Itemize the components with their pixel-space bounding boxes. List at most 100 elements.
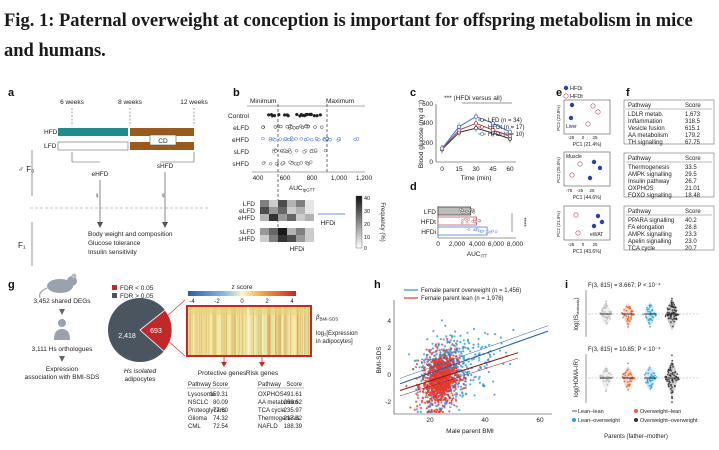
violin-point bbox=[673, 374, 675, 377]
scatter-point-lean bbox=[457, 382, 460, 385]
pie-caption-1: Hs isolated bbox=[124, 368, 157, 375]
b-xtick-800: 800 bbox=[307, 175, 318, 182]
auc-dot bbox=[274, 149, 278, 153]
violin-point bbox=[605, 316, 608, 318]
auc-dot bbox=[283, 148, 287, 152]
scatter-point-lean bbox=[443, 373, 446, 376]
scatter-point-overweight bbox=[483, 365, 486, 368]
violin-point bbox=[606, 383, 609, 386]
violin-point bbox=[671, 373, 674, 376]
violin-point bbox=[671, 397, 673, 399]
violin-point bbox=[651, 319, 653, 322]
panel-letter-i: i bbox=[565, 279, 568, 291]
f-pathway-score: 615.1 bbox=[685, 126, 701, 132]
lfd-bar bbox=[57, 141, 129, 151]
scatter-point-lean bbox=[443, 398, 446, 401]
violin-point bbox=[667, 308, 669, 311]
glucose-point bbox=[473, 114, 479, 119]
heat-cell bbox=[260, 228, 269, 235]
violin-point bbox=[671, 401, 673, 403]
c-xtick-0: 0 bbox=[440, 166, 444, 173]
scatter-point-overweight bbox=[479, 367, 482, 370]
violin-point bbox=[626, 320, 628, 322]
scatter-point-lean bbox=[457, 359, 460, 363]
scatter-point-overweight bbox=[493, 393, 496, 396]
heat-stripe bbox=[296, 307, 298, 355]
c-legend-lfd: LFD (n = 34) bbox=[488, 118, 522, 124]
heat-cell bbox=[305, 200, 314, 207]
fdr-gt-label: FDR > 0.05 bbox=[120, 293, 154, 300]
violin-point bbox=[623, 314, 626, 316]
violin-point bbox=[677, 378, 680, 381]
heat-cell bbox=[278, 200, 287, 207]
violin-point bbox=[666, 373, 669, 376]
auc-dot bbox=[283, 137, 288, 141]
scatter-point-overweight bbox=[455, 343, 458, 346]
violin-point bbox=[603, 306, 606, 309]
scatter-point-overweight bbox=[508, 362, 512, 366]
panel-letter-a: a bbox=[8, 87, 15, 99]
violin-point bbox=[649, 306, 651, 308]
h-legend-lean: Female parent lean (n = 1,976) bbox=[421, 296, 504, 302]
scatter-point-lean bbox=[435, 408, 438, 411]
scatter-point-lean bbox=[442, 349, 445, 352]
i-legend-overweight-overweight: Overweight–overweight bbox=[640, 418, 698, 424]
pca-liver-ylabel: PC2 (23.8%) bbox=[556, 105, 561, 131]
heat-row-lfd: LFD bbox=[243, 201, 256, 208]
scatter-point-lean bbox=[444, 386, 447, 389]
b-xtick-1000: 1,000 bbox=[331, 175, 348, 182]
scatter-point-lean bbox=[441, 404, 444, 407]
panel-letter-f: f bbox=[626, 87, 630, 99]
itt-dot bbox=[494, 230, 498, 233]
violin-point bbox=[664, 378, 667, 381]
auc-dot bbox=[294, 137, 298, 141]
g-pathway-name: OXPHOS bbox=[258, 392, 284, 398]
heat-stripe bbox=[238, 307, 240, 355]
violin-point bbox=[675, 375, 678, 378]
scatter-point-lean bbox=[417, 386, 420, 389]
scatter-point-lean bbox=[443, 354, 446, 357]
risk-genes: Risk genes bbox=[246, 370, 279, 377]
scatter-point-lean bbox=[415, 363, 418, 366]
f-pathway-score: 40.2 bbox=[685, 218, 697, 224]
scatter-point-overweight bbox=[432, 330, 435, 333]
violin-point bbox=[669, 375, 672, 377]
scatter-point-lean bbox=[439, 361, 442, 364]
panel-letter-c: c bbox=[410, 87, 416, 99]
auc-dot bbox=[288, 150, 292, 154]
fdr-pie bbox=[108, 298, 173, 362]
diet-label-hfd: HFD bbox=[44, 129, 58, 136]
scatter-point-overweight bbox=[504, 351, 508, 354]
auc-dot bbox=[295, 112, 299, 117]
scatter-point-lean bbox=[424, 358, 427, 361]
scatter-point-lean bbox=[455, 366, 458, 370]
violin-point bbox=[651, 309, 653, 312]
scatter-point-overweight bbox=[422, 353, 426, 356]
scatter-point-lean bbox=[422, 391, 425, 394]
scatter-point-overweight bbox=[462, 372, 465, 375]
scatter-point-overweight bbox=[483, 331, 487, 334]
scatter-point-lean bbox=[426, 353, 429, 356]
scatter-point-lean bbox=[434, 401, 437, 404]
heat-cell bbox=[260, 214, 269, 221]
scatter-point-overweight bbox=[479, 347, 483, 350]
scatter-point-lean bbox=[434, 358, 437, 361]
figure-title: Fig. 1: Paternal overweight at conceptio… bbox=[4, 11, 693, 61]
violin-point bbox=[672, 366, 674, 368]
violin-point bbox=[621, 375, 624, 378]
scatter-point-lean bbox=[424, 379, 427, 382]
f-pathway-score: 67.75 bbox=[685, 140, 701, 146]
violin-point bbox=[601, 308, 604, 310]
scatter-point-lean bbox=[443, 378, 447, 381]
scatter-point-overweight bbox=[458, 408, 461, 411]
scatter-point-lean bbox=[425, 407, 428, 410]
scatter-point-lean bbox=[451, 394, 454, 397]
heat-cell bbox=[296, 228, 305, 235]
c-title: *** (HFDi versus all) bbox=[444, 95, 502, 102]
scatter-point-lean bbox=[444, 382, 447, 385]
f-pathway-name: LDLR metab. bbox=[628, 112, 664, 118]
violin-point bbox=[606, 378, 608, 381]
f-pathway-score: 26.7 bbox=[685, 179, 697, 185]
scatter-point-overweight bbox=[449, 334, 452, 337]
violin-point bbox=[670, 373, 672, 375]
